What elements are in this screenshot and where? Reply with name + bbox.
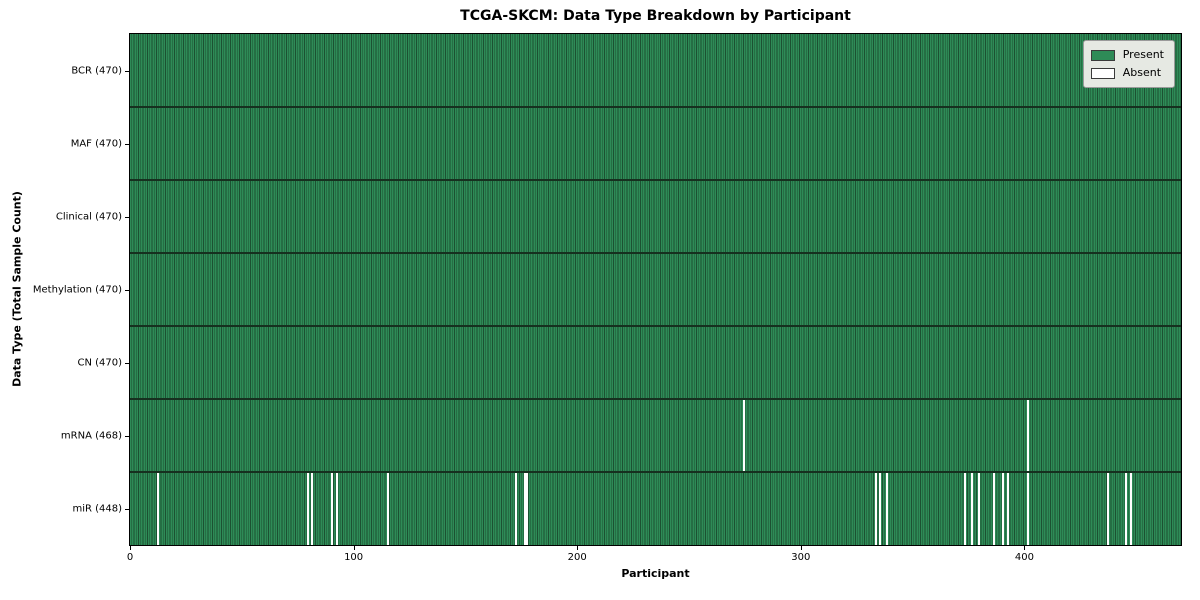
legend-entry: Present [1090,46,1164,64]
y-tick-labels: BCR (470) MAF (470) Clinical (470) Methylat… [0,0,129,600]
absent-cell [742,399,745,472]
row-boundary [130,398,1181,400]
y-tick-mark [125,508,129,510]
y-tick-label: CN (470) [77,357,122,368]
absent-cell [964,472,967,545]
chart-title: TCGA-SKCM: Data Type Breakdown by Partic… [460,8,851,24]
absent-cell [156,472,160,545]
x-tick-mark [800,546,802,550]
legend-swatch-absent [1090,67,1115,79]
absent-cell [525,472,529,545]
absent-cell [1026,399,1029,472]
y-tick-label: Methylation (470) [32,284,122,295]
absent-cell [1125,472,1128,545]
absent-cell [514,472,517,545]
plot-area: Present Absent [129,33,1182,546]
y-tick-label: MAF (470) [70,138,122,149]
x-tick-mark [353,546,355,550]
legend-label: Absent [1122,66,1162,79]
y-tick-label: miR (448) [72,503,122,514]
absent-cell [879,472,882,545]
x-axis-title: Participant [621,567,690,580]
legend-label: Present [1122,48,1164,61]
y-tick-label: BCR (470) [71,65,122,76]
absent-cell [1026,472,1029,545]
y-tick-mark [125,143,129,145]
x-tick-label: 300 [791,552,811,563]
absent-cell [970,472,974,545]
absent-cell [874,472,877,545]
absent-cell [387,472,390,545]
y-axis-title: Data Type (Total Sample Count) [10,191,24,387]
absent-cell [311,472,314,545]
x-tick-label: 0 [126,552,134,563]
absent-cell [335,472,338,545]
row-boundary [130,252,1181,254]
row-boundary [130,471,1181,473]
x-tick-label: 400 [1014,552,1034,563]
y-tick-mark [125,435,129,437]
y-tick-mark [125,362,129,364]
absent-cell [1129,472,1132,545]
row-boundary [130,106,1181,108]
legend-swatch-present [1090,49,1115,61]
y-tick-mark [125,70,129,72]
absent-cell [331,472,334,545]
absent-cell [523,472,526,545]
x-tick-label: 100 [344,552,364,563]
absent-cell [885,472,889,545]
legend: Present Absent [1082,40,1175,88]
x-tick-mark [130,546,131,550]
absent-cell [977,472,980,545]
absent-cell [993,472,996,545]
legend-entry: Absent [1090,64,1164,82]
x-tick-mark [577,546,579,550]
x-tick-mark [1024,546,1026,550]
row-boundary [130,325,1181,327]
y-tick-label: Clinical (470) [55,211,122,222]
y-tick-mark [125,216,129,218]
row-boundary [130,179,1181,181]
y-tick-label: mRNA (468) [60,430,122,441]
x-tick-label: 200 [567,552,587,563]
absent-cell [1107,472,1110,545]
absent-cell [1002,472,1005,545]
y-tick-mark [125,289,129,291]
absent-cell [306,472,309,545]
absent-cell [1006,472,1009,545]
